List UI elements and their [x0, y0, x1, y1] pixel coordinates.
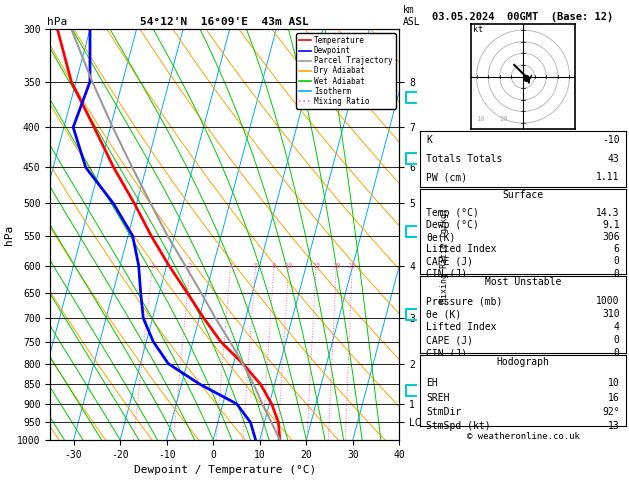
Text: kt: kt [473, 25, 483, 35]
Text: Dewp (°C): Dewp (°C) [426, 220, 479, 230]
Text: km
ASL: km ASL [403, 5, 420, 27]
Text: © weatheronline.co.uk: © weatheronline.co.uk [467, 432, 579, 441]
Text: CAPE (J): CAPE (J) [426, 257, 474, 266]
Text: Mixing Ratio (g/kg): Mixing Ratio (g/kg) [440, 208, 449, 302]
Text: 6: 6 [253, 262, 258, 269]
Text: θe (K): θe (K) [426, 310, 462, 319]
Text: 20: 20 [332, 262, 340, 269]
Text: 10: 10 [284, 262, 293, 269]
Text: 16: 16 [608, 393, 620, 402]
Text: Totals Totals: Totals Totals [426, 154, 503, 164]
Text: 25: 25 [348, 262, 357, 269]
Text: Lifted Index: Lifted Index [426, 322, 497, 332]
Y-axis label: hPa: hPa [4, 225, 14, 244]
Text: 10: 10 [477, 116, 485, 122]
Text: PW (cm): PW (cm) [426, 173, 467, 182]
Text: 0: 0 [614, 257, 620, 266]
Text: 9.1: 9.1 [602, 220, 620, 230]
Text: StmDir: StmDir [426, 407, 462, 417]
Text: CIN (J): CIN (J) [426, 348, 467, 358]
Text: Surface: Surface [503, 190, 543, 200]
Text: 92°: 92° [602, 407, 620, 417]
Text: 20: 20 [500, 116, 508, 122]
Text: 43: 43 [608, 154, 620, 164]
Text: 2: 2 [188, 262, 192, 269]
Text: 13: 13 [608, 421, 620, 431]
Text: StmSpd (kt): StmSpd (kt) [426, 421, 491, 431]
Text: Pressure (mb): Pressure (mb) [426, 296, 503, 307]
Text: hPa: hPa [47, 17, 67, 27]
Text: 0: 0 [614, 348, 620, 358]
Text: 310: 310 [602, 310, 620, 319]
Text: 54°12'N  16°09'E  43m ASL: 54°12'N 16°09'E 43m ASL [140, 17, 309, 27]
Text: Hodograph: Hodograph [496, 357, 550, 367]
Text: -10: -10 [602, 135, 620, 145]
Text: 1: 1 [150, 262, 155, 269]
Text: θe(K): θe(K) [426, 232, 456, 242]
Text: 6: 6 [614, 244, 620, 254]
Text: 306: 306 [602, 232, 620, 242]
Text: 0: 0 [614, 269, 620, 278]
Text: SREH: SREH [426, 393, 450, 402]
Text: 0: 0 [614, 335, 620, 346]
Text: 10: 10 [608, 379, 620, 388]
Text: Lifted Index: Lifted Index [426, 244, 497, 254]
Text: 1000: 1000 [596, 296, 620, 307]
Text: 14.3: 14.3 [596, 208, 620, 218]
Text: EH: EH [426, 379, 438, 388]
Text: K: K [426, 135, 432, 145]
Text: 8: 8 [272, 262, 276, 269]
Text: 15: 15 [312, 262, 320, 269]
X-axis label: Dewpoint / Temperature (°C): Dewpoint / Temperature (°C) [134, 465, 316, 475]
Text: 4: 4 [228, 262, 233, 269]
Text: CAPE (J): CAPE (J) [426, 335, 474, 346]
Text: 4: 4 [614, 322, 620, 332]
Text: CIN (J): CIN (J) [426, 269, 467, 278]
Text: Most Unstable: Most Unstable [485, 277, 561, 287]
Text: 1.11: 1.11 [596, 173, 620, 182]
Text: Temp (°C): Temp (°C) [426, 208, 479, 218]
Text: 03.05.2024  00GMT  (Base: 12): 03.05.2024 00GMT (Base: 12) [432, 12, 614, 22]
Legend: Temperature, Dewpoint, Parcel Trajectory, Dry Adiabat, Wet Adiabat, Isotherm, Mi: Temperature, Dewpoint, Parcel Trajectory… [296, 33, 396, 109]
